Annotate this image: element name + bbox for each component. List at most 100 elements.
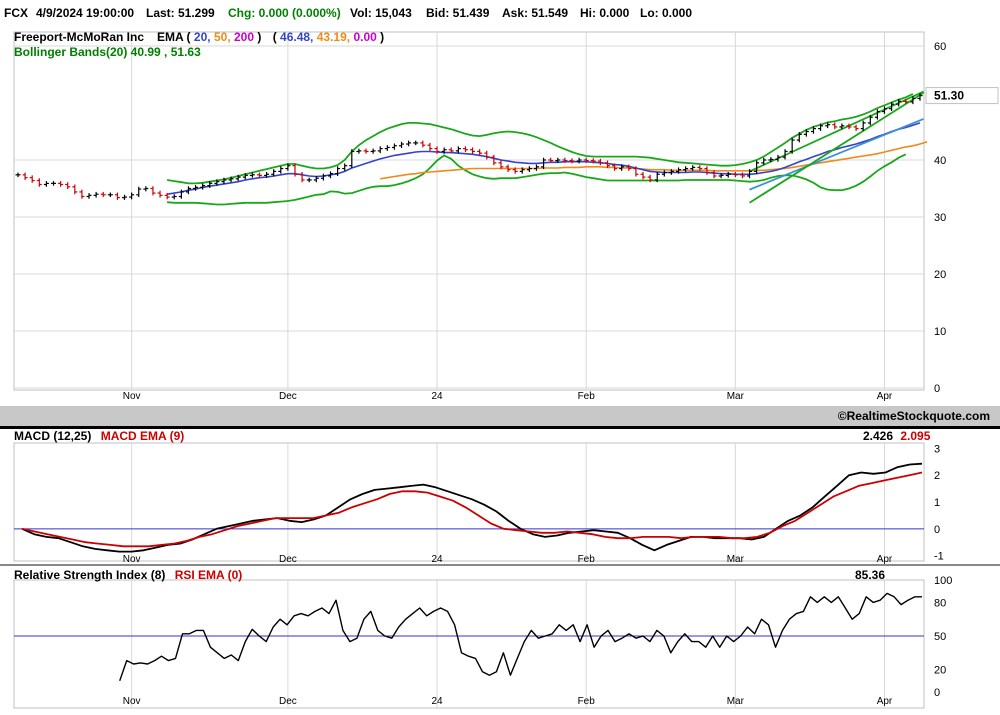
price-bar (910, 96, 916, 105)
copyright-label: ©RealtimeStockquote.com (837, 409, 990, 423)
rsi-line (119, 592, 922, 682)
quote-last: Last: 51.299 (146, 6, 215, 20)
price-y-tick-label: 30 (934, 212, 946, 224)
price-bar (519, 167, 525, 174)
price-y-tick-label: 40 (934, 155, 946, 167)
price-bar (498, 160, 504, 170)
ema-50-line (380, 141, 928, 180)
price-bar (590, 158, 596, 164)
price-bar (107, 192, 113, 198)
price-bar (747, 169, 753, 179)
price-bar (285, 163, 291, 171)
rsi-panel: Nov Dec 24 Feb Mar Apr 0 20 50 80 100 Relative Str… (0, 566, 1000, 712)
svg-text:Relative Strength Index (8): Relative Strength Index (8) RSI EMA (0) (14, 568, 242, 582)
price-bar (448, 147, 454, 154)
price-bar (363, 148, 369, 154)
rsi-y-tick-label: 0 (934, 687, 940, 699)
price-bar (668, 169, 674, 175)
price-bar (22, 172, 28, 180)
price-bar (200, 183, 206, 190)
price-bar (441, 147, 447, 154)
price-bar (370, 148, 376, 154)
price-bar (761, 157, 767, 166)
quote-low: Lo: 0.000 (640, 6, 693, 20)
macd-x-tick-label: Feb (578, 554, 596, 564)
price-bar (242, 173, 248, 180)
price-bar (150, 186, 156, 196)
rsi-y-tick-label: 50 (934, 631, 946, 643)
price-bar (818, 123, 824, 131)
price-bar (789, 137, 795, 154)
price-bar (427, 142, 433, 151)
price-bar (739, 172, 745, 179)
price-bar (256, 172, 262, 178)
price-bar (896, 99, 902, 107)
price-bar (185, 186, 191, 195)
quote-ask: Ask: 51.549 (502, 6, 569, 20)
macd-value: 2.426 (863, 429, 893, 443)
price-x-tick-label: Nov (123, 391, 141, 402)
quote-high: Hi: 0.000 (580, 6, 630, 20)
price-bar (541, 157, 547, 170)
macd-y-tick-label: 3 (934, 443, 940, 455)
price-bar (633, 166, 639, 177)
price-bar (732, 171, 738, 178)
price-bar (43, 181, 49, 187)
price-bar (654, 171, 660, 183)
price-bar (484, 150, 490, 160)
bollinger-upper-line (166, 93, 914, 185)
price-bar (768, 157, 774, 163)
price-bar (320, 173, 326, 181)
macd-chart: Nov Dec 24 Feb Mar Apr -1 0 1 2 3 MACD (12,25) MAC… (13, 429, 944, 565)
price-bar (853, 124, 859, 131)
price-bar (72, 184, 78, 195)
price-bar (477, 149, 483, 156)
price-bar (335, 166, 341, 176)
rsi-x-tick-label: Mar (727, 696, 745, 707)
price-bar (29, 175, 35, 183)
price-bar (796, 132, 802, 143)
price-bar (356, 148, 362, 154)
price-bar (917, 93, 923, 101)
macd-y-tick-label: 0 (934, 524, 940, 536)
price-bar (470, 147, 476, 154)
ema-period-20: 20, (194, 30, 211, 44)
price-bar (207, 181, 213, 188)
ema-value-20: 46.48, (280, 30, 313, 44)
price-bar (846, 123, 852, 130)
price-bar (342, 163, 348, 171)
macd-x-tick-label: 24 (431, 554, 443, 564)
price-bar (384, 145, 390, 151)
last-price-label: 51.30 (934, 89, 964, 103)
price-bar (164, 193, 170, 200)
price-bar (391, 143, 397, 150)
price-panel: 0 10 20 30 40 60 Nov Dec 24 Feb Mar Apr Freeport-Mc… (0, 28, 1000, 406)
macd-y-tick-label: 1 (934, 497, 940, 509)
price-bar (647, 174, 653, 183)
quote-symbol: FCX (4, 6, 28, 20)
price-bar (306, 177, 312, 183)
price-bar (264, 171, 270, 178)
price-bar (51, 181, 57, 186)
ema-period-50: 50, (214, 30, 231, 44)
price-bar (228, 176, 234, 183)
quote-bid: Bid: 51.439 (426, 6, 490, 20)
ema-period-200: 200 (234, 30, 254, 44)
svg-text:EMA ( 20, 50,: EMA ( 20, 50, 200 ) ( 46.48, 43.19, 0.00… (157, 30, 384, 44)
price-plot-frame (13, 31, 925, 391)
price-bar (782, 149, 788, 160)
price-bar (413, 140, 419, 146)
price-bar (860, 120, 866, 131)
price-bar (15, 172, 21, 178)
price-bar (604, 160, 610, 168)
ema-value-200: 0.00 (353, 30, 377, 44)
ema-open2: ( (273, 30, 277, 44)
panel-divider: ©RealtimeStockquote.com (0, 406, 1000, 426)
last-price-box (925, 87, 999, 105)
rsi-y-tick-label: 100 (934, 575, 952, 587)
price-bar (58, 181, 64, 187)
macd-title: MACD (12,25) (14, 429, 91, 443)
price-bar (462, 146, 468, 153)
price-bar (754, 160, 760, 174)
rsi-x-tick-label: 24 (431, 696, 443, 707)
